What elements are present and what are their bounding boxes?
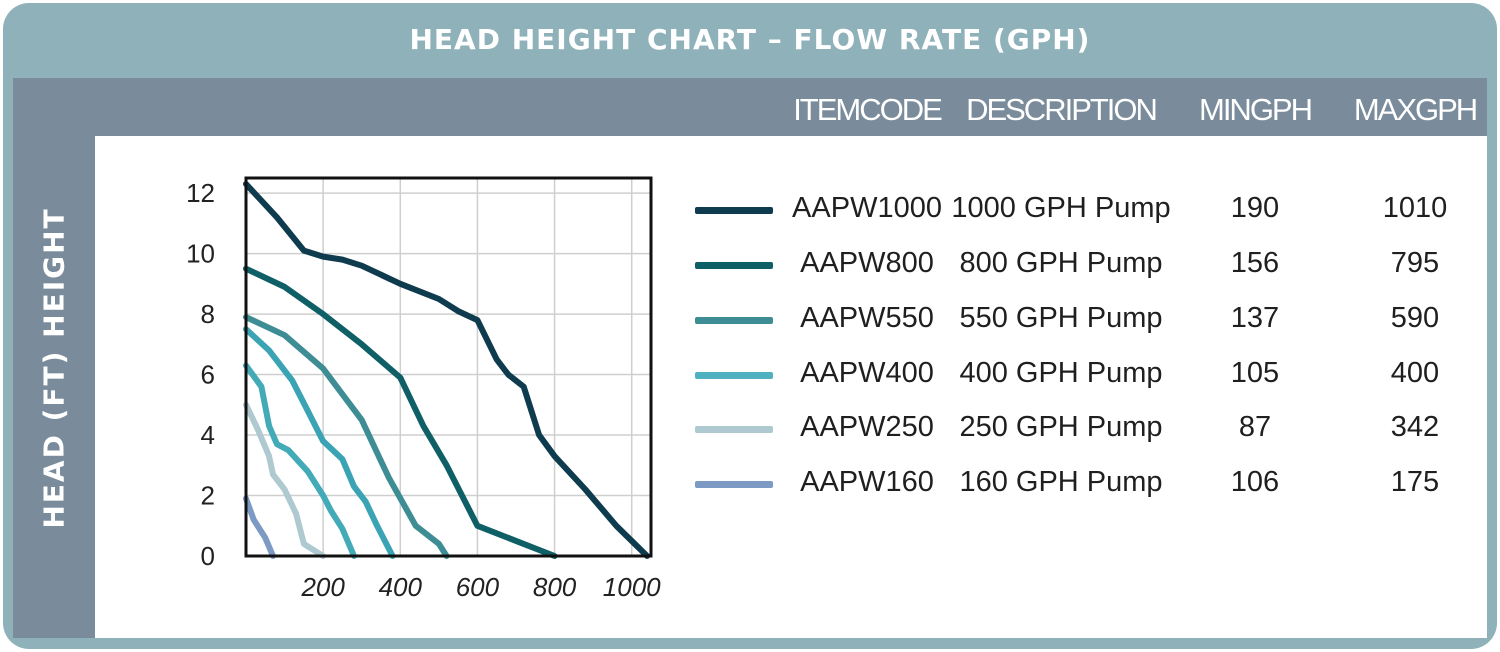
item-code-cell: AAPW250	[800, 411, 934, 443]
series-line-aapw400	[243, 326, 396, 559]
item-code-cell: AAPW160	[800, 466, 934, 498]
series-line-aapw160	[243, 401, 327, 559]
max-gph-cell: 1010	[1382, 192, 1448, 224]
y-tick-label: 4	[201, 420, 215, 450]
legend-swatch	[695, 372, 773, 379]
y-tick-label: 10	[186, 239, 215, 269]
min-gph-cell: 190	[1230, 192, 1280, 224]
header-mingph: MINGPH	[1199, 92, 1313, 127]
series-line-aapw550	[243, 314, 450, 559]
legend-row: AAPW800 800 GPH Pump 156 795	[695, 244, 1495, 284]
series-line-aapw160	[243, 495, 276, 559]
header-description: DESCRIPTION	[966, 92, 1158, 127]
y-axis-band: HEAD (FT) HEIGHT	[13, 78, 95, 638]
legend-swatch	[695, 481, 773, 488]
description-cell: 250 GPH Pump	[959, 411, 1163, 443]
y-tick-label: 12	[186, 178, 215, 208]
item-code-cell: AAPW400	[800, 357, 934, 389]
max-gph-cell: 590	[1390, 302, 1440, 334]
min-gph-cell: 106	[1230, 466, 1280, 498]
legend-row: AAPW250 250 GPH Pump 87 342	[695, 408, 1495, 448]
legend-swatch	[695, 262, 773, 269]
series-line-aapw800	[243, 265, 558, 559]
header-maxgph: MAXGPH	[1353, 92, 1478, 127]
legend-row: AAPW1000 1000 GPH Pump 190 1010	[695, 189, 1495, 229]
x-tick-label: 1000	[603, 572, 661, 602]
min-gph-cell: 137	[1230, 302, 1280, 334]
description-cell: 160 GPH Pump	[959, 466, 1163, 498]
item-code-cell: AAPW1000	[792, 192, 942, 224]
max-gph-cell: 400	[1390, 357, 1440, 389]
description-cell: 400 GPH Pump	[959, 357, 1163, 389]
chart-panel: HEAD (FT) HEIGHT ITEMCODE DESCRIPTION MI…	[13, 78, 1487, 638]
legend-swatch	[695, 426, 773, 433]
plot-frame	[244, 176, 653, 558]
chart-card: HEAD HEIGHT CHART – FLOW RATE (GPH) HEAD…	[3, 3, 1497, 649]
description-cell: 550 GPH Pump	[959, 302, 1163, 334]
item-code-cell: AAPW800	[800, 247, 934, 279]
description-cell: 1000 GPH Pump	[951, 192, 1171, 224]
chart-content: 0 2 4 6 8 10 12 200 400 600 800 1000 AAPW1000 1000 G…	[95, 136, 1487, 638]
max-gph-cell: 795	[1390, 247, 1440, 279]
x-tick-label: 200	[300, 572, 345, 602]
header-itemcode: ITEMCODE	[793, 92, 943, 127]
chart-title: HEAD HEIGHT CHART – FLOW RATE (GPH)	[409, 22, 1091, 56]
y-tick-label: 0	[201, 541, 215, 571]
y-axis-label: HEAD (FT) HEIGHT	[37, 207, 71, 529]
legend-row: AAPW550 550 GPH Pump 137 590	[695, 299, 1495, 339]
min-gph-cell: 105	[1230, 357, 1280, 389]
y-tick-label: 8	[201, 299, 215, 329]
item-code-cell: AAPW550	[800, 302, 934, 334]
series-line-aapw250	[243, 362, 357, 559]
min-gph-cell: 87	[1238, 411, 1272, 443]
max-gph-cell: 175	[1390, 466, 1440, 498]
x-tick-label: 400	[379, 572, 423, 602]
x-tick-label: 600	[456, 572, 500, 602]
legend-swatch	[695, 207, 773, 214]
description-cell: 800 GPH Pump	[959, 247, 1163, 279]
min-gph-cell: 156	[1230, 247, 1280, 279]
y-tick-label: 2	[201, 481, 215, 511]
max-gph-cell: 342	[1390, 411, 1440, 443]
series-line-aapw1000	[243, 181, 651, 559]
legend-swatch	[695, 317, 773, 324]
title-bar: HEAD HEIGHT CHART – FLOW RATE (GPH)	[3, 3, 1497, 75]
x-tick-label: 800	[533, 572, 577, 602]
legend-row: AAPW160 160 GPH Pump 106 175	[695, 463, 1495, 503]
legend-row: AAPW400 400 GPH Pump 105 400	[695, 354, 1495, 394]
y-tick-label: 6	[201, 360, 215, 390]
table-header-row: ITEMCODE DESCRIPTION MINGPH MAXGPH	[95, 78, 1487, 136]
chart-plot: 0 2 4 6 8 10 12 200 400 600 800 1000	[186, 176, 661, 602]
